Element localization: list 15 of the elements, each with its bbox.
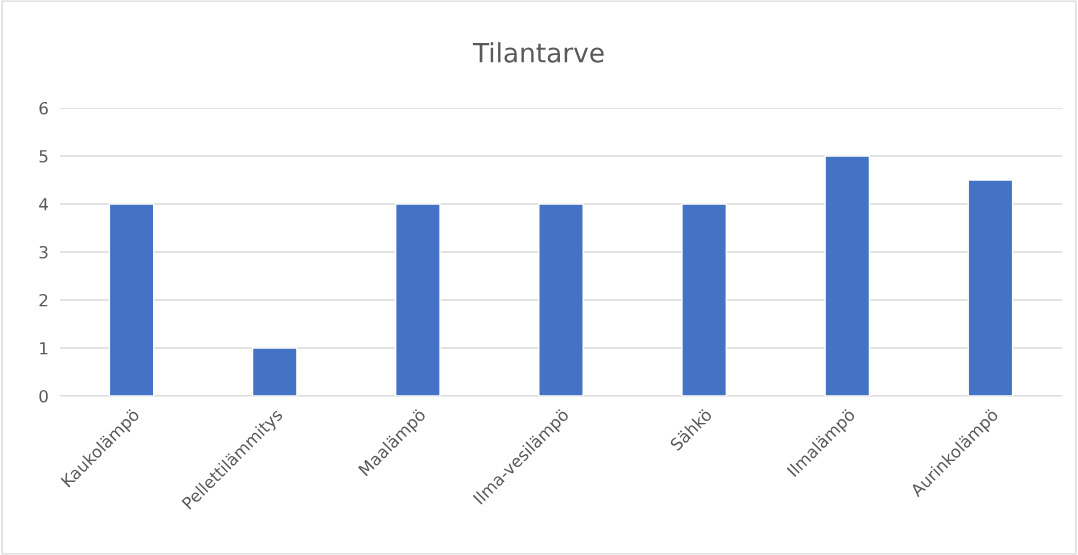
y-tick-label: 6 [39,101,48,115]
chart-title: Tilantarve [472,42,604,63]
y-tick-label: 0 [39,389,48,403]
bar [394,203,441,396]
y-tick-label: 3 [39,245,48,259]
bar [538,203,584,396]
y-tick-label: 2 [39,293,48,307]
bar [251,347,298,396]
bar [108,203,155,396]
bar [967,179,1014,396]
bar [824,155,871,396]
y-tick-label: 4 [39,198,48,211]
y-tick-label: 5 [39,150,48,163]
y-tick-label: 1 [40,342,48,355]
bar [681,203,728,396]
